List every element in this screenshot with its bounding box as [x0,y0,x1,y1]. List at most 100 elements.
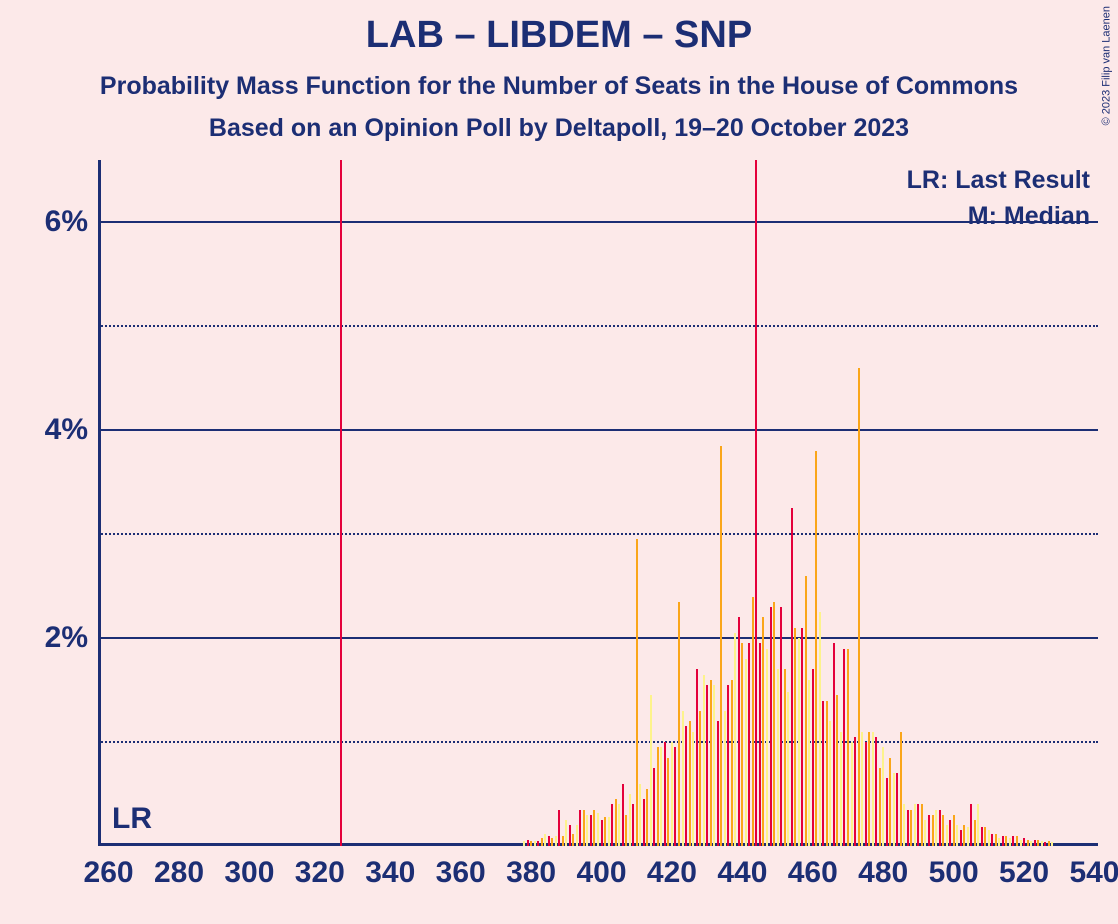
pmf-bar-series-b [731,680,733,846]
pmf-bar-series-c [734,633,736,846]
pmf-bar-series-c [861,732,863,846]
pmf-bar-series-b [710,680,712,846]
pmf-bar-series-a [843,649,845,846]
y-tick-label: 2% [45,621,88,655]
pmf-bar-series-b [984,827,986,846]
legend-line-lr: LR: Last Result [907,166,1090,195]
pmf-bar-series-a [558,810,560,846]
pmf-bar-series-b [1048,841,1050,846]
pmf-bar-series-a [727,685,729,846]
pmf-bar-series-b [826,701,828,847]
pmf-bar-series-c [808,680,810,846]
pmf-bar-series-b [889,758,891,846]
plot-area: LR: Last Result M: Median LR 2%4%6%26028… [98,160,1098,846]
x-tick-label: 480 [858,856,908,890]
pmf-bar-series-c [882,747,884,846]
pmf-bar-series-a [865,742,867,846]
x-tick-label: 360 [436,856,486,890]
pmf-bar-series-b [678,602,680,846]
pmf-bar-series-a [632,804,634,846]
pmf-bar-series-c [618,804,620,846]
pmf-bar-series-b [995,834,997,846]
pmf-bar-series-c [1051,842,1053,846]
pmf-bar-series-b [942,815,944,846]
pmf-bar-series-b [741,643,743,846]
pmf-bar-series-a [1044,842,1046,846]
pmf-bar-series-b [720,446,722,846]
pmf-bar-series-b [1005,836,1007,846]
pmf-bar-series-a [537,841,539,846]
pmf-bar-series-c [682,711,684,846]
pmf-bar-series-b [689,721,691,846]
pmf-bar-series-c [1009,838,1011,846]
pmf-bar-series-a [949,820,951,846]
pmf-bar-series-a [1002,836,1004,846]
pmf-bar-series-c [851,742,853,846]
pmf-bar-series-c [840,732,842,846]
pmf-bar-series-c [967,827,969,846]
x-tick-label: 440 [717,856,767,890]
pmf-bar-series-b [858,368,860,846]
pmf-bar-series-a [907,810,909,846]
gridline-major [98,637,1098,639]
pmf-bar-series-b [815,451,817,846]
pmf-bar-series-c [713,685,715,846]
pmf-bar-series-c [692,732,694,846]
pmf-bar-series-a [653,768,655,846]
pmf-bar-series-c [703,675,705,847]
pmf-bar-series-b [541,838,543,846]
pmf-bar-series-a [981,827,983,846]
pmf-bar-series-c [777,669,779,846]
pmf-bar-series-b [583,810,585,846]
pmf-bar-series-c [745,659,747,846]
x-tick-label: 460 [788,856,838,890]
pmf-bar-series-b [847,649,849,846]
pmf-bar-series-c [523,841,525,846]
pmf-bar-series-c [787,692,789,846]
pmf-bar-series-a [791,508,793,846]
pmf-bar-series-a [748,643,750,846]
pmf-bar-series-c [629,794,631,846]
pmf-bar-series-a [622,784,624,846]
pmf-bar-series-b [762,617,764,846]
pmf-bar-series-b [910,810,912,846]
pmf-bar-series-c [576,825,578,846]
pmf-bar-series-b [921,804,923,846]
pmf-bar-series-b [784,669,786,846]
pmf-bar-series-b [794,628,796,846]
pmf-bar-series-b [868,732,870,846]
pmf-bar-series-a [875,737,877,846]
pmf-bar-series-c [1041,841,1043,846]
y-axis [98,160,101,846]
pmf-bar-series-a [928,815,930,846]
pmf-bar-series-a [1023,838,1025,846]
pmf-bar-series-b [963,825,965,846]
pmf-bar-series-b [604,817,606,846]
pmf-bar-series-b [805,576,807,846]
pmf-bar-series-b [572,834,574,846]
pmf-bar-series-c [555,836,557,846]
pmf-bar-series-c [977,804,979,846]
pmf-bar-series-c [534,841,536,846]
pmf-bar-series-a [970,804,972,846]
gridline-minor [98,325,1098,327]
x-tick-label: 300 [224,856,274,890]
pmf-bar-series-a [717,721,719,846]
pmf-bar-series-a [960,830,962,846]
pmf-bar-series-a [854,737,856,846]
pmf-bar-series-b [530,841,532,846]
pmf-bar-series-b [551,838,553,846]
pmf-bar-series-c [903,804,905,846]
pmf-bar-series-a [812,669,814,846]
pmf-bar-series-c [924,820,926,846]
pmf-bar-series-c [608,817,610,846]
x-tick-label: 380 [506,856,556,890]
pmf-bar-series-c [671,742,673,846]
pmf-bar-series-b [657,747,659,846]
pmf-bar-series-c [586,815,588,846]
y-tick-label: 6% [45,205,88,239]
pmf-bar-series-b [1016,836,1018,846]
pmf-bar-series-b [667,758,669,846]
legend-line-median: M: Median [968,202,1090,231]
pmf-bar-series-b [1037,840,1039,846]
